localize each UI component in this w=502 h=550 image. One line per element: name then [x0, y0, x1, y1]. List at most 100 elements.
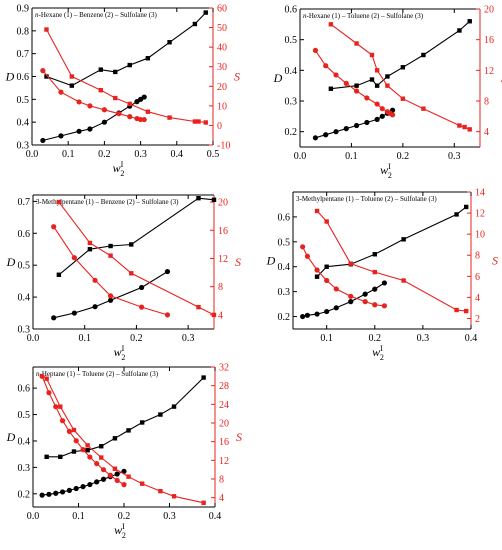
data-point-circle-right [107, 472, 113, 478]
data-point-circle-left [353, 122, 360, 129]
y2-tick-label: 24 [219, 400, 229, 411]
data-point-square-left [85, 448, 90, 453]
data-point-circle-right [59, 418, 66, 424]
data-point-circle-left [87, 481, 93, 488]
data-point-circle-left [94, 479, 100, 485]
data-point-circle-right [71, 255, 77, 261]
data-point-square-left [385, 74, 390, 79]
series-line-left-circle [315, 109, 393, 139]
data-point-square-left [201, 375, 206, 380]
data-point-circle-right [164, 312, 171, 318]
data-point-square-right [98, 88, 103, 93]
series-line-right-circle [53, 226, 168, 316]
y-tick-label: 0.6 [17, 72, 30, 83]
y2-tick-label: 14 [475, 188, 485, 199]
y-tick-label: 0.9 [17, 4, 30, 15]
data-point-square-left [112, 436, 118, 441]
x-tick-label: 0.1 [72, 511, 85, 522]
y-tick-label: 0.4 [285, 66, 298, 77]
data-point-square-left [457, 28, 462, 33]
x-axis-label-superscript: I [121, 160, 124, 169]
data-point-square-right [140, 481, 145, 486]
y-axis-label: D [6, 430, 16, 444]
data-point-square-left [203, 10, 208, 15]
data-point-square-left [113, 69, 118, 75]
data-point-square-left [126, 428, 131, 433]
series-line-right-square [316, 210, 467, 312]
data-point-square-right [328, 22, 334, 27]
y-tick-label: 0.3 [17, 141, 30, 152]
data-point-square-right [167, 115, 172, 120]
data-point-circle-left [364, 119, 370, 126]
y2-tick-label: 10 [217, 101, 227, 112]
y2-tick-label: 4 [475, 293, 480, 304]
data-point-square-right [324, 219, 329, 224]
data-point-square-right [354, 41, 359, 46]
data-point-square-right [462, 124, 467, 130]
data-point-circle-left [71, 310, 77, 316]
data-point-circle-right [304, 253, 311, 259]
data-point-square-left [56, 272, 62, 277]
data-point-square-left [463, 204, 469, 210]
data-point-square-left [369, 77, 375, 82]
y-tick-label: 0.6 [278, 212, 291, 223]
data-point-circle-left [304, 312, 311, 318]
data-point-square-left [44, 454, 49, 460]
data-point-square-left [328, 86, 334, 91]
data-point-square-right [463, 308, 469, 314]
data-point-square-right [454, 307, 459, 313]
x-tick-label: 0.0 [27, 333, 40, 344]
x-axis-label: wI 2 [114, 522, 126, 540]
data-point-square-right [421, 106, 426, 111]
y-tick-label: 0.6 [18, 229, 31, 240]
y2-tick-label: 28 [219, 381, 229, 392]
data-point-circle-left [58, 133, 64, 139]
data-point-circle-left [362, 291, 368, 297]
data-point-square-left [87, 247, 93, 252]
data-point-square-right [457, 123, 462, 128]
data-point-circle-right [46, 390, 52, 396]
data-point-circle-left [101, 119, 107, 125]
data-point-square-left [192, 21, 198, 27]
y2-tick-label: 10 [475, 230, 485, 241]
data-point-square-left [58, 454, 63, 460]
data-point-circle-left [66, 487, 72, 493]
y2-tick-label: 8 [475, 251, 480, 262]
data-point-square-right [201, 500, 206, 505]
chart-panel-2: 0.0 0.1 0.2 0.3 0.2 0.3 0.4 0.5 0.6 4 8 12 16 20 n-Hex… [273, 5, 502, 181]
x-tick-label: 0.4 [171, 149, 184, 160]
data-point-circle-right [300, 244, 306, 250]
data-point-square-right [44, 376, 49, 381]
data-point-circle-right [324, 277, 330, 284]
y-tick-label: 0.4 [17, 118, 30, 129]
chart-title-prefix: n- [35, 11, 42, 19]
data-point-circle-left [381, 280, 388, 286]
data-point-circle-left [139, 284, 145, 291]
y2-tick-label: 4 [484, 127, 489, 138]
y2-tick-label: 50 [217, 23, 227, 34]
data-point-square-left [98, 67, 103, 72]
data-point-circle-right [374, 101, 380, 107]
series-line-right-square [330, 23, 470, 130]
data-point-circle-left [374, 116, 380, 122]
y2-tick-label: 0 [217, 121, 222, 132]
y2-tick-label: 8 [484, 97, 489, 108]
data-point-circle-left [53, 490, 59, 496]
data-point-square-right [467, 127, 472, 132]
y2-tick-label: 6 [475, 272, 480, 283]
data-point-circle-right [121, 482, 127, 488]
data-point-circle-right [314, 267, 320, 273]
data-point-circle-left [73, 485, 79, 492]
chart-title-rest: Hexane (1) – Toluene (2) – Sulfolane (3) [309, 12, 424, 20]
data-point-square-right [113, 95, 118, 101]
data-point-square-left [145, 56, 151, 61]
x-tick-label: 0.3 [182, 333, 195, 344]
data-point-square-left [167, 40, 172, 45]
data-point-circle-right [139, 304, 145, 310]
data-point-square-left [171, 404, 177, 409]
y2-tick-label: 2 [475, 314, 480, 325]
data-point-square-right [56, 199, 62, 205]
y-tick-label: 0.7 [17, 49, 30, 60]
x-tick-label: 0.0 [294, 151, 307, 162]
